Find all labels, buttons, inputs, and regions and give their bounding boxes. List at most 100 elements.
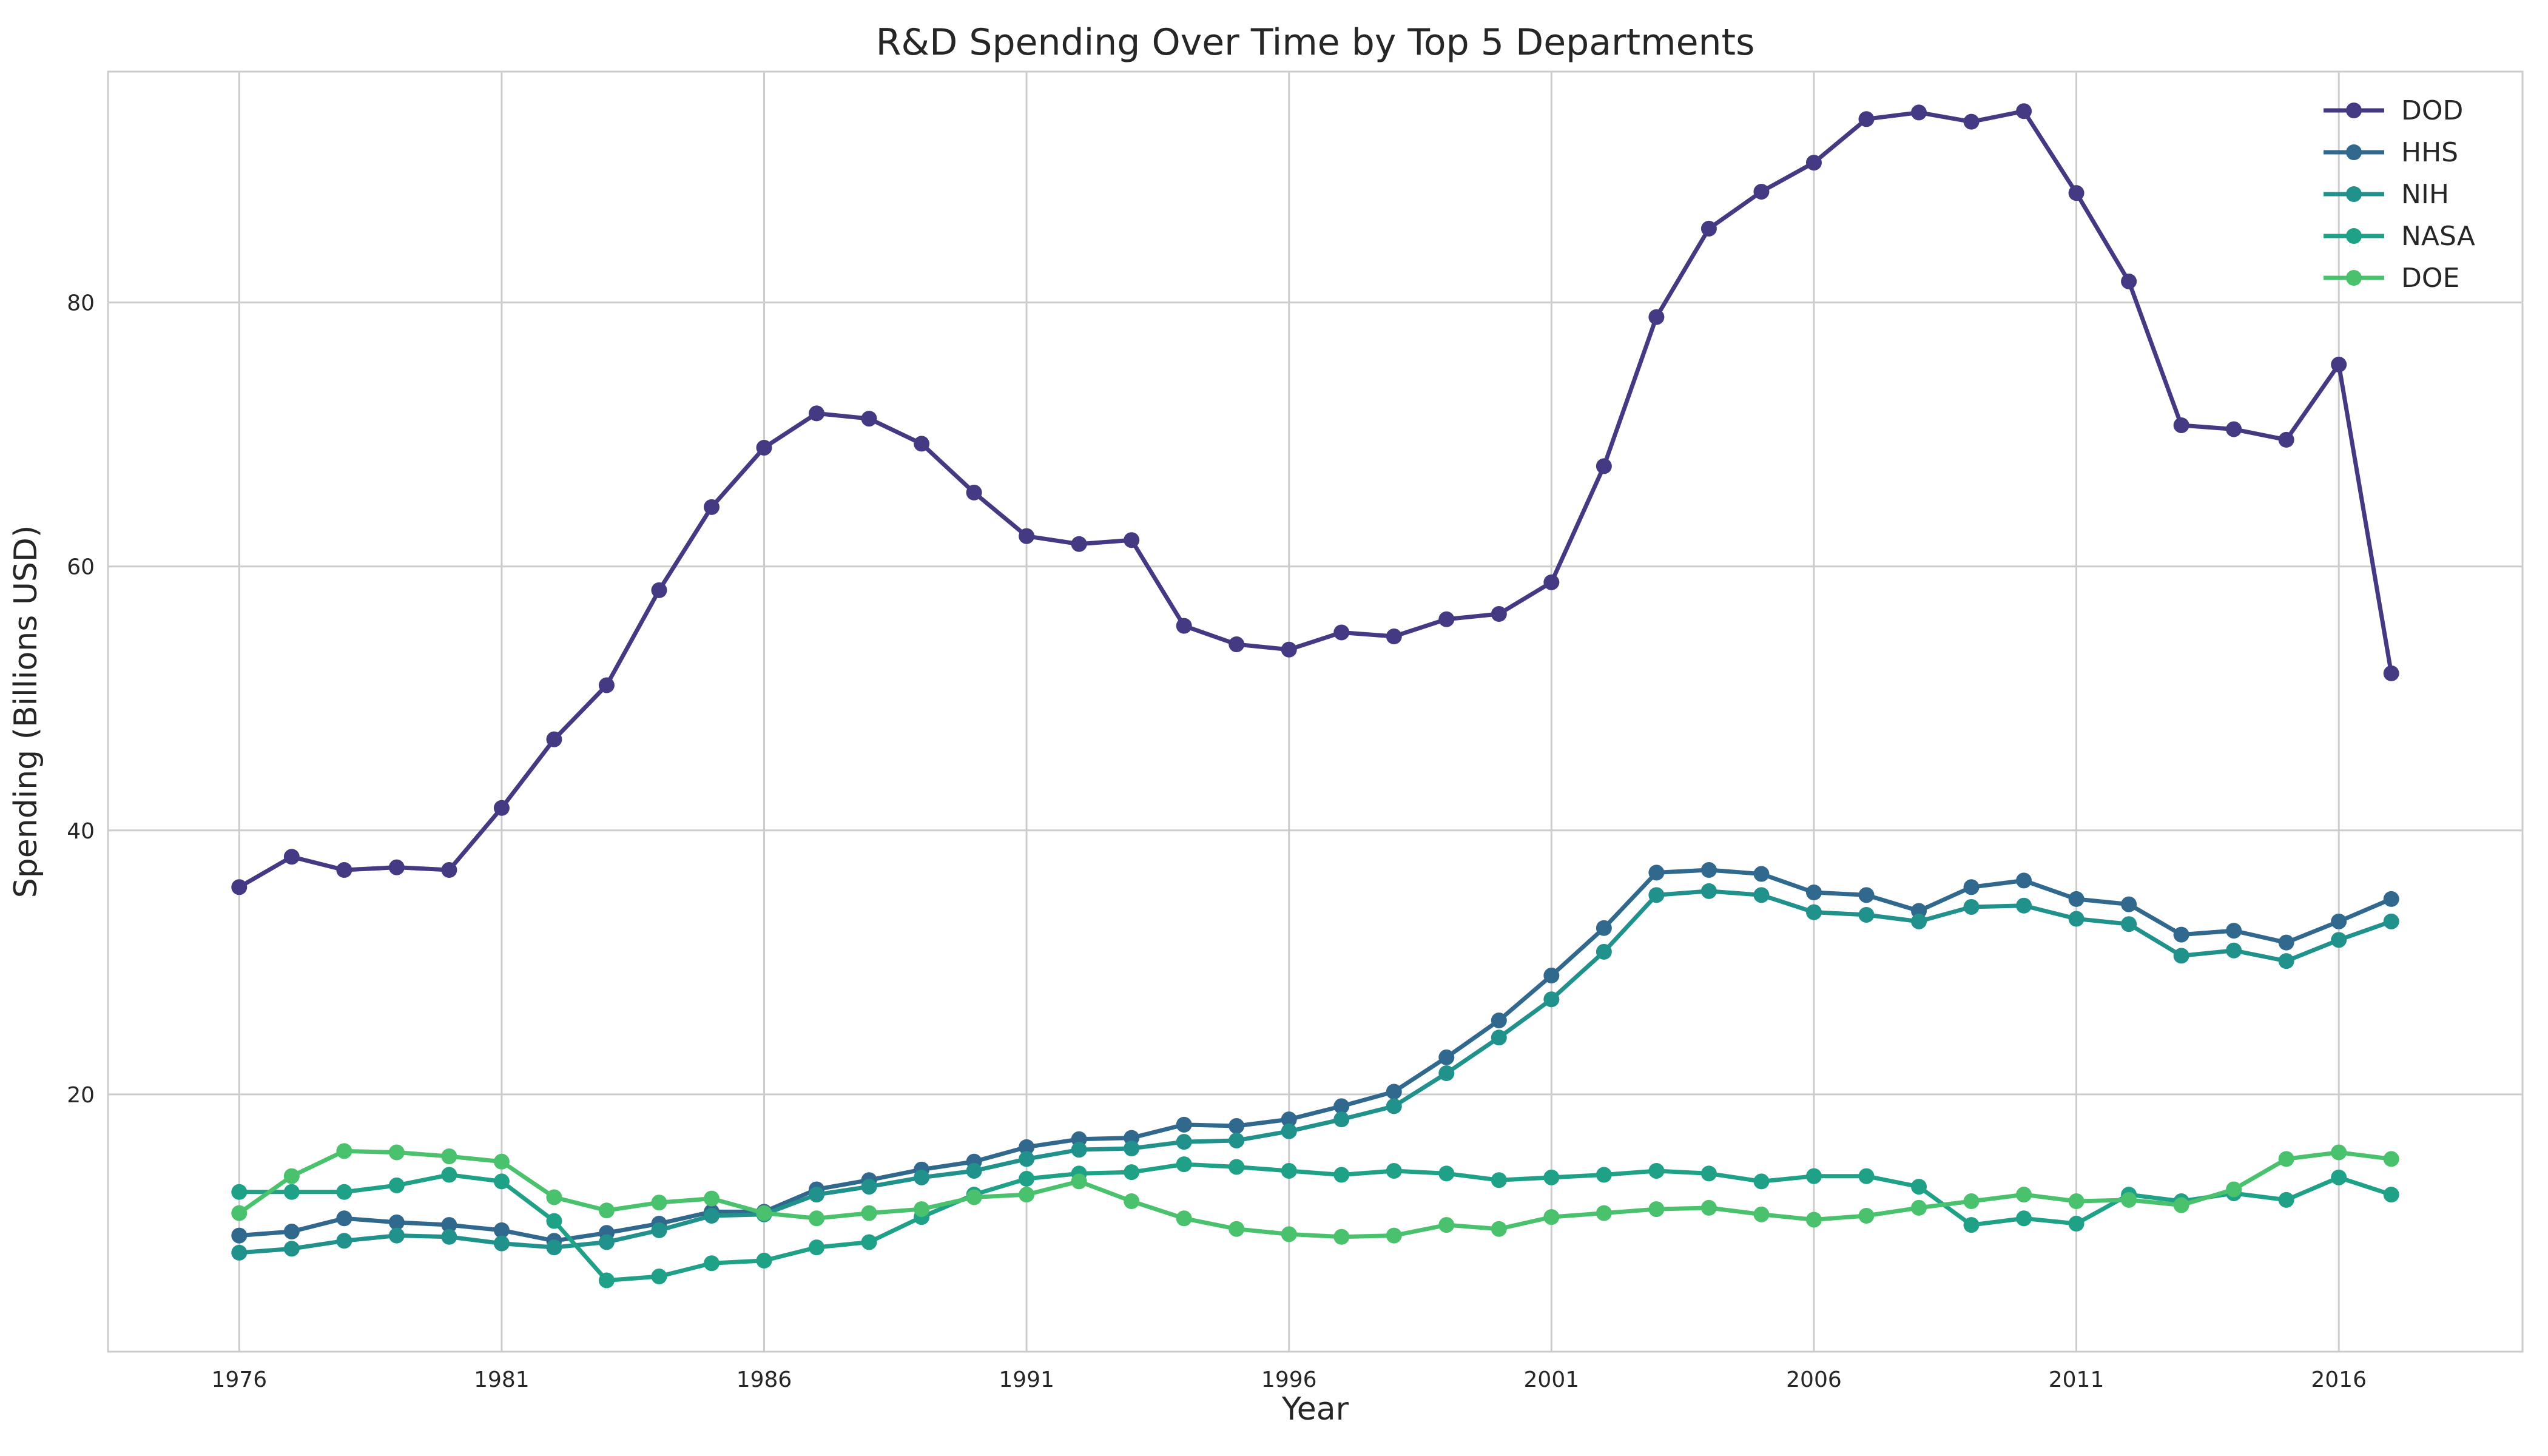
legend-label: HHS: [2401, 137, 2458, 168]
data-point-dod: [2068, 185, 2085, 201]
data-point-dod: [1700, 220, 1717, 237]
data-point-doe: [1753, 1206, 1770, 1222]
data-point-doe: [1333, 1228, 1350, 1245]
data-point-doe: [1648, 1201, 1665, 1218]
data-point-hhs: [2121, 896, 2137, 912]
data-point-nasa: [2016, 1210, 2032, 1227]
data-point-hhs: [1805, 885, 1822, 901]
data-point-dod: [1911, 104, 1927, 121]
data-point-nasa: [441, 1167, 457, 1183]
data-point-nih: [914, 1169, 930, 1185]
data-point-doe: [1700, 1199, 1717, 1216]
data-point-dod: [2331, 356, 2347, 372]
data-point-doe: [2226, 1181, 2242, 1198]
plot-frame: [107, 70, 2524, 1353]
data-point-doe: [809, 1210, 825, 1227]
data-point-hhs: [2331, 913, 2347, 929]
data-point-hhs: [1386, 1084, 1402, 1100]
data-point-dod: [388, 859, 405, 875]
data-point-nih: [1700, 883, 1717, 899]
data-point-doe: [283, 1168, 300, 1184]
series-line-doe: [237, 1148, 2394, 1239]
legend-label: DOE: [2401, 263, 2459, 294]
data-point-dod: [1596, 458, 1612, 474]
data-point-doe: [1281, 1226, 1297, 1242]
legend-marker: [2346, 186, 2362, 202]
data-point-doe: [1858, 1207, 1875, 1224]
data-point-hhs: [441, 1217, 457, 1233]
data-point-nih: [1386, 1098, 1402, 1114]
data-point-nasa: [1753, 1173, 1770, 1190]
data-point-dod: [1124, 532, 1140, 548]
data-point-dod: [1648, 309, 1665, 325]
series-nih: [231, 883, 2399, 1261]
x-tick-label: 2001: [1524, 1367, 1580, 1392]
data-point-dod: [1019, 528, 1035, 544]
data-point-doe: [2121, 1191, 2137, 1208]
data-point-hhs: [1228, 1118, 1245, 1134]
data-point-nih: [1176, 1134, 1192, 1150]
data-point-nasa: [598, 1272, 615, 1289]
legend-marker: [2346, 270, 2362, 286]
series-line-nasa: [237, 1162, 2394, 1283]
data-point-hhs: [2016, 872, 2032, 889]
data-point-nih: [966, 1162, 982, 1179]
data-point-hhs: [1333, 1098, 1350, 1114]
series-line-hhs: [237, 868, 2394, 1243]
data-point-nih: [283, 1241, 300, 1257]
data-point-doe: [1019, 1187, 1035, 1203]
data-point-hhs: [2278, 934, 2294, 951]
data-point-hhs: [493, 1222, 510, 1238]
data-point-hhs: [1700, 862, 1717, 878]
data-point-nih: [2226, 942, 2242, 959]
data-point-nih: [231, 1244, 248, 1261]
data-point-nih: [1071, 1142, 1087, 1158]
data-point-doe: [651, 1195, 667, 1211]
legend-marker: [2346, 103, 2362, 118]
data-point-nasa: [1543, 1169, 1560, 1185]
data-point-nasa: [1596, 1167, 1612, 1183]
data-point-doe: [966, 1189, 982, 1205]
data-point-nih: [861, 1179, 877, 1195]
legend-item-nasa: NASA: [2324, 221, 2475, 252]
data-point-doe: [546, 1189, 562, 1205]
data-point-nih: [1596, 943, 1612, 960]
data-point-nasa: [1438, 1165, 1455, 1182]
data-point-dod: [598, 677, 615, 693]
data-point-nasa: [283, 1184, 300, 1200]
data-point-nih: [2121, 916, 2137, 932]
data-point-nasa: [1019, 1171, 1035, 1187]
data-point-dod: [2173, 417, 2189, 433]
data-point-dod: [2121, 273, 2137, 289]
data-point-nasa: [546, 1213, 562, 1229]
data-point-nih: [1333, 1111, 1350, 1128]
data-point-nih: [2383, 913, 2399, 929]
data-point-dod: [1858, 111, 1875, 127]
data-point-doe: [2331, 1144, 2347, 1161]
data-point-hhs: [1281, 1111, 1297, 1128]
data-point-dod: [1071, 536, 1087, 552]
x-axis-title: Year: [1281, 1391, 1349, 1427]
data-point-nasa: [1228, 1159, 1245, 1175]
data-point-hhs: [2068, 891, 2085, 907]
data-point-nih: [1491, 1030, 1507, 1046]
data-point-nasa: [2383, 1187, 2399, 1203]
data-point-dod: [231, 879, 248, 895]
data-point-nih: [2278, 953, 2294, 969]
data-point-doe: [1596, 1205, 1612, 1221]
data-point-doe: [388, 1144, 405, 1161]
data-point-nasa: [231, 1184, 248, 1200]
data-point-hhs: [2173, 926, 2189, 943]
data-point-dod: [1491, 606, 1507, 622]
grid: [108, 72, 2523, 1352]
data-point-nasa: [1911, 1179, 1927, 1195]
legend-label: NASA: [2401, 221, 2475, 252]
legend-item-dod: DOD: [2324, 95, 2463, 126]
x-tick-label: 1976: [211, 1367, 267, 1392]
y-tick-label: 20: [67, 1083, 95, 1108]
data-point-nasa: [704, 1255, 720, 1272]
data-point-doe: [1228, 1221, 1245, 1237]
